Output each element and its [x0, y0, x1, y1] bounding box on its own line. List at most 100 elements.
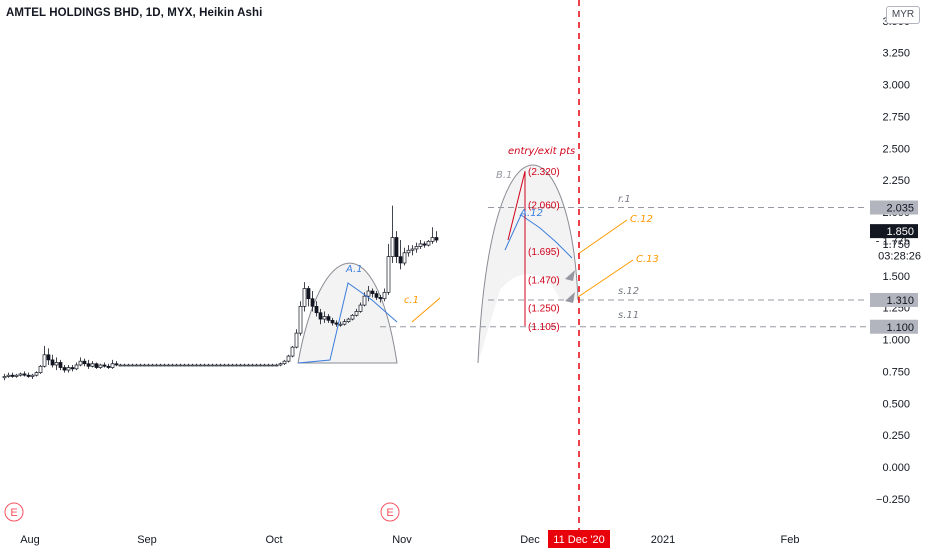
entry-exit-spike	[507, 171, 526, 241]
candle-body	[270, 364, 275, 367]
event-marker-icon[interactable]: E	[4, 502, 24, 522]
y-tick-label: 1.500	[882, 271, 910, 283]
candle-body	[46, 354, 51, 361]
candle-body	[86, 363, 91, 367]
candle-body	[298, 306, 303, 334]
candle-body	[2, 376, 7, 379]
arrow-marker	[565, 292, 575, 303]
projection-line-c13	[577, 259, 634, 298]
candle-body	[90, 363, 95, 367]
pattern-line-a1	[297, 282, 398, 364]
price-marker-label: 1.310	[886, 295, 914, 307]
candle-body	[6, 374, 11, 377]
candle-body	[338, 323, 343, 326]
event-marker-label: E	[10, 507, 17, 519]
candle-body	[326, 316, 331, 321]
candle-body	[258, 364, 263, 367]
level-label: (2.320)	[528, 167, 560, 178]
candle-body	[282, 360, 287, 365]
candle-body	[358, 304, 363, 312]
candle-body	[362, 295, 367, 306]
pattern-label: A.12	[519, 208, 543, 219]
candle-body	[114, 363, 119, 366]
candle-body	[162, 364, 167, 367]
candle-body	[34, 372, 39, 376]
pattern-label: s.11	[618, 310, 639, 321]
candle-body	[14, 374, 19, 377]
entry-exit-label: entry/exit pts	[508, 146, 575, 157]
y-tick-label: 1.750	[882, 239, 910, 251]
candle-body	[226, 364, 231, 367]
candle-body	[430, 237, 435, 242]
candle-body	[402, 252, 407, 264]
candle-body	[266, 364, 271, 367]
y-tick-label: 2.750	[882, 111, 910, 123]
candle-body	[334, 322, 339, 325]
price-marker-box	[870, 319, 918, 334]
candle-body	[322, 316, 327, 320]
candle-body	[290, 346, 295, 357]
y-tick-label: 1.000	[882, 335, 910, 347]
pattern-label: C.13	[636, 254, 659, 265]
event-marker-circle	[4, 502, 24, 522]
candle-body	[30, 374, 35, 377]
candle-body	[194, 364, 199, 367]
y-tick-label: 0.250	[882, 430, 910, 442]
candle-body	[382, 291, 387, 300]
price-marker-label: 1.100	[886, 322, 914, 334]
event-marker-icon[interactable]: E	[380, 502, 400, 522]
candle-body	[134, 364, 139, 367]
candle-body	[98, 364, 103, 368]
candle-body	[370, 290, 375, 294]
candle-body	[178, 364, 183, 367]
candle-body	[390, 237, 395, 257]
event-marker-label: E	[386, 507, 393, 519]
candle-body	[66, 367, 71, 371]
pattern-label: C.12	[630, 214, 653, 225]
candle-body	[22, 373, 27, 376]
candle-body	[386, 256, 391, 293]
candle-body	[154, 364, 159, 367]
candle-body	[378, 297, 383, 300]
secondary-price-label: - 1.775	[876, 236, 910, 248]
candle-body	[330, 320, 335, 324]
candle-body	[398, 256, 403, 264]
candle-body	[70, 367, 75, 370]
pattern-label: A.1	[345, 264, 363, 275]
candle-body	[202, 364, 207, 367]
candle-body	[218, 364, 223, 367]
candle-body	[174, 364, 179, 367]
projection-line-c1	[411, 297, 441, 323]
candle-body	[206, 364, 211, 367]
crosshair-date-label: 11 Dec '20	[553, 534, 604, 546]
x-tick-label: Nov	[392, 534, 412, 546]
candle-body	[346, 318, 351, 323]
candle-body	[222, 364, 227, 367]
candle-body	[230, 364, 235, 367]
candle-body	[198, 364, 203, 367]
x-tick-label: Feb	[781, 534, 800, 546]
candle-body	[142, 364, 147, 367]
candle-body	[214, 364, 219, 367]
x-tick-label: Aug	[20, 534, 40, 546]
candle-body	[130, 364, 135, 367]
y-tick-label: 2.500	[882, 143, 910, 155]
candle-body	[306, 288, 311, 300]
projection-line-c12	[577, 219, 628, 255]
x-tick-label: 2021	[651, 534, 675, 546]
candle-body	[406, 249, 411, 254]
candle-body	[158, 364, 163, 367]
candle-body	[254, 364, 259, 367]
candle-body	[374, 293, 379, 298]
level-label: (1.470)	[528, 276, 560, 287]
candle-body	[82, 360, 87, 365]
level-label: (1.695)	[528, 247, 560, 258]
candle-body	[394, 237, 399, 257]
currency-button[interactable]: MYR	[886, 6, 920, 24]
candle-body	[426, 240, 431, 246]
candle-body	[150, 364, 155, 367]
candle-body	[118, 364, 123, 367]
candle-body	[318, 312, 323, 320]
x-tick-label: Oct	[265, 534, 282, 546]
